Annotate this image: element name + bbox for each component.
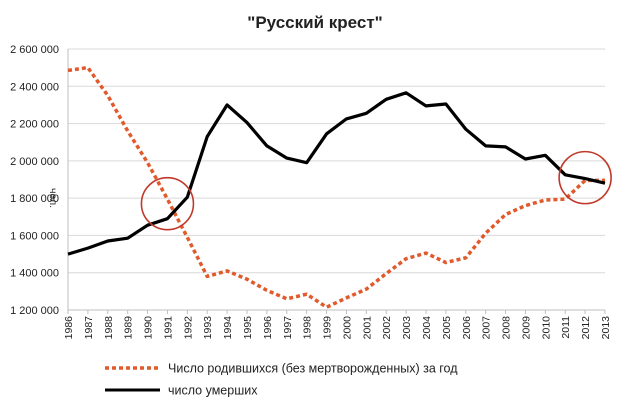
x-tick-label: 2008 [501, 316, 513, 340]
x-tick-label: 1993 [202, 316, 214, 340]
chart-title: "Русский крест" [247, 13, 382, 32]
legend-label: число умерших [168, 384, 258, 398]
x-tick-label: 2001 [361, 316, 373, 340]
x-tick-label: 1992 [182, 316, 194, 340]
y-tick-label: 1 600 000 [10, 230, 59, 242]
x-tick-label: 2009 [520, 316, 532, 340]
y-tick-label: 1 800 000 [10, 193, 59, 205]
x-tick-label: 1999 [322, 316, 334, 340]
x-tick-label: 1988 [103, 316, 115, 340]
y-ticks: 1 200 000 1 400 000 1 600 000 1 800 000 2 00… [10, 44, 59, 317]
y-tick-label: 1 200 000 [10, 305, 59, 317]
series-line [67, 65, 605, 309]
x-tick-label: 1994 [222, 316, 234, 340]
x-tick-label: 2002 [381, 316, 393, 340]
y-tick-label: 2 600 000 [10, 44, 59, 56]
x-tick-label: 2007 [481, 316, 493, 340]
y-tick-label: 2 400 000 [10, 81, 59, 93]
x-tick-label: 2013 [600, 316, 612, 340]
x-tick-label: 1989 [123, 316, 135, 340]
x-tick-label: 2010 [540, 316, 552, 340]
x-tick-label: 1998 [302, 316, 314, 340]
y-tick-label: 2 200 000 [10, 119, 59, 131]
y-tick-label: 1 400 000 [10, 268, 59, 280]
annotation-circle [140, 176, 195, 231]
annotation-circle [558, 150, 612, 205]
x-tick-label: 1991 [162, 316, 174, 340]
series-line [67, 91, 606, 256]
legend: Число родившихся (без мертворожденных) з… [105, 362, 458, 398]
x-ticks: 1986 1987 1988 1989 1990 1991 1992 1993 1994 1995… [63, 310, 612, 339]
y-tick-label: 2 000 000 [10, 156, 59, 168]
grid [67, 48, 605, 311]
x-tick-label: 2000 [341, 316, 353, 340]
x-tick-label: 2011 [560, 316, 572, 339]
x-tick-label: 2004 [421, 316, 433, 340]
x-tick-label: 2012 [580, 316, 592, 340]
series-lines [67, 65, 606, 309]
x-tick-label: 1990 [143, 316, 155, 340]
annotations [140, 150, 612, 231]
x-tick-label: 1997 [282, 316, 294, 340]
x-tick-label: 2003 [401, 316, 413, 340]
y-axis-label: чел. [47, 188, 59, 208]
x-tick-label: 1995 [242, 316, 254, 340]
x-tick-label: 1996 [262, 316, 274, 340]
x-tick-label: 2006 [461, 316, 473, 340]
x-tick-label: 1987 [83, 316, 95, 340]
x-tick-label: 1986 [63, 316, 75, 340]
legend-label: Число родившихся (без мертворожденных) з… [168, 362, 458, 376]
x-tick-label: 2005 [441, 316, 453, 340]
